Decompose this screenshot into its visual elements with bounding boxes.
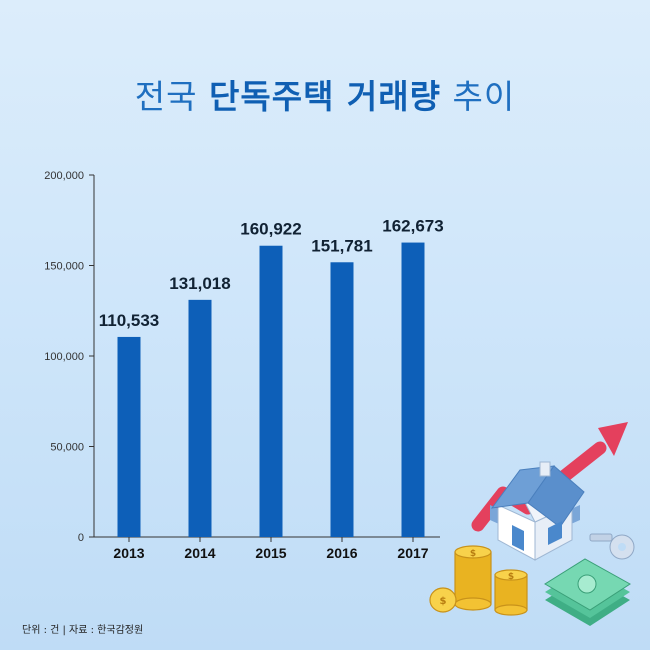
coin-stack-icon: $ $ $ (429, 545, 528, 616)
x-tick-label: 2013 (113, 545, 144, 561)
data-label-2015: 160,922 (240, 220, 301, 239)
y-tick-label: 50,000 (50, 442, 84, 454)
data-label-2016: 151,781 (311, 236, 372, 255)
y-tick-label: 150,000 (44, 261, 84, 273)
house-icon (490, 461, 585, 561)
x-tick-label: 2014 (184, 545, 215, 561)
footnote: 단위 : 건 | 자료 : 한국감정원 (22, 625, 144, 636)
y-axis-ticks: 0 50,000 100,000 150,000 200,000 (44, 170, 94, 544)
svg-text:$: $ (508, 572, 514, 582)
bar-2014 (188, 299, 212, 537)
title-suffix: 추이 (452, 77, 516, 116)
svg-text:$: $ (470, 549, 476, 559)
data-label-2013: 110,533 (99, 311, 160, 330)
bar-2017 (401, 242, 425, 537)
bar-2016 (330, 262, 354, 537)
illustration: $ $ $ (429, 422, 635, 626)
cash-stack-icon (544, 558, 631, 626)
y-tick-label: 100,000 (44, 351, 84, 363)
y-tick-label: 200,000 (44, 170, 84, 182)
data-label-2014: 131,018 (169, 274, 230, 293)
x-tick-label: 2016 (326, 545, 357, 561)
svg-text:$: $ (440, 596, 447, 607)
chart-title: 전국 단독주택 거래량 추이 (0, 70, 650, 118)
x-tick-label: 2017 (397, 545, 428, 561)
data-label-2017: 162,673 (382, 217, 443, 236)
bar-2013 (117, 336, 141, 537)
bar-2015 (259, 245, 283, 537)
key-icon (589, 533, 635, 560)
title-prefix: 전국 (134, 77, 198, 116)
bar-group (117, 242, 425, 537)
y-tick-label: 0 (78, 532, 84, 544)
title-emphasis: 단독주택 거래량 (208, 77, 441, 116)
data-labels: 110,533 131,018 160,922 151,781 162,673 (99, 217, 444, 330)
x-tick-label: 2015 (255, 545, 286, 561)
x-axis-labels: 2013 2014 2015 2016 2017 (113, 537, 429, 561)
